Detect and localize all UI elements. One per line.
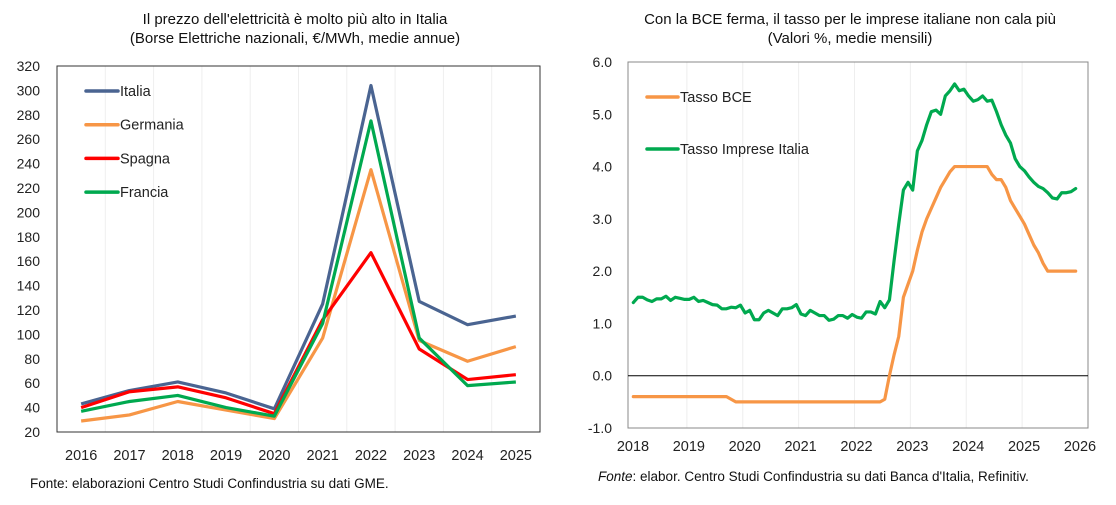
y-tick-label: 240 — [17, 156, 41, 172]
right-chart-source: Fonte: elabor. Centro Studi Confindustri… — [598, 469, 1029, 484]
x-tick-label: 2025 — [500, 448, 532, 464]
x-tick-label: 2020 — [258, 448, 290, 464]
right-chart-title-block: Con la BCE ferma, il tasso per le impres… — [590, 10, 1110, 48]
series-line-germania — [80, 168, 517, 423]
x-tick-label: 2022 — [840, 439, 872, 455]
left-chart-subtitle: (Borse Elettriche nazionali, €/MWh, medi… — [129, 30, 461, 47]
legend-label: Tasso BCE — [680, 90, 752, 106]
series-line-italia — [80, 83, 517, 411]
x-tick-label: 2020 — [729, 439, 761, 455]
series-line-tasso-imprese — [631, 82, 1078, 322]
left-chart-source: Fonte: elaborazioni Centro Studi Confind… — [30, 476, 389, 491]
x-tick-label: 2018 — [162, 448, 194, 464]
y-tick-label: 280 — [17, 107, 41, 123]
y-tick-label: 60 — [24, 375, 40, 391]
y-tick-label: 300 — [17, 82, 41, 98]
y-tick-label: 1.0 — [593, 315, 613, 331]
y-tick-label: 140 — [17, 278, 41, 294]
x-tick-label: 2021 — [307, 448, 339, 464]
x-tick-label: 2021 — [784, 439, 816, 455]
x-tick-label: 2017 — [113, 448, 145, 464]
y-tick-label: 5.0 — [593, 106, 613, 122]
x-tick-label: 2023 — [896, 439, 928, 455]
x-tick-label: 2024 — [952, 439, 984, 455]
x-tick-label: 2023 — [403, 448, 435, 464]
x-tick-label: 2019 — [210, 448, 242, 464]
y-tick-label: 2.0 — [593, 263, 613, 279]
legend-label: Tasso Imprese Italia — [680, 142, 810, 158]
x-tick-label: 2025 — [1008, 439, 1040, 455]
legend-label: Germania — [120, 118, 185, 134]
y-tick-label: 40 — [24, 400, 40, 416]
y-tick-label: 160 — [17, 253, 41, 269]
plot-border — [56, 65, 541, 433]
y-tick-label: 120 — [17, 302, 41, 318]
y-tick-label: 3.0 — [593, 211, 613, 227]
x-tick-label: 2022 — [355, 448, 387, 464]
y-tick-label: -1.0 — [588, 420, 612, 436]
plot-border — [627, 61, 1089, 429]
y-tick-label: 200 — [17, 204, 41, 220]
source-text: : elabor. Centro Studi Confindustria su … — [632, 469, 1029, 484]
series-line-tasso-bce — [631, 164, 1078, 404]
right-chart-subtitle: (Valori %, medie mensili) — [767, 30, 933, 47]
legend-label: Italia — [120, 84, 152, 100]
y-tick-label: 0.0 — [593, 368, 613, 384]
x-tick-label: 2019 — [673, 439, 705, 455]
source-label: Fonte — [598, 469, 633, 484]
x-tick-label: 2026 — [1064, 439, 1096, 455]
legend-label: Spagna — [120, 151, 171, 167]
left-chart-title: Il prezzo dell'elettricità è molto più a… — [142, 11, 448, 28]
right-chart-title: Con la BCE ferma, il tasso per le impres… — [644, 11, 1056, 28]
x-tick-label: 2016 — [65, 448, 97, 464]
y-tick-label: 220 — [17, 180, 41, 196]
y-tick-label: 180 — [17, 229, 41, 245]
series-line-francia — [80, 119, 516, 418]
x-tick-label: 2024 — [451, 448, 483, 464]
y-tick-label: 100 — [17, 326, 41, 342]
y-tick-label: 4.0 — [593, 159, 613, 175]
y-tick-label: 260 — [17, 131, 41, 147]
left-chart-title-block: Il prezzo dell'elettricità è molto più a… — [30, 10, 560, 48]
legend-label: Francia — [120, 185, 169, 201]
y-tick-label: 6.0 — [593, 54, 613, 70]
y-tick-label: 80 — [24, 351, 40, 367]
y-tick-label: 320 — [17, 58, 41, 74]
x-tick-label: 2018 — [617, 439, 649, 455]
y-tick-label: 20 — [24, 424, 40, 440]
